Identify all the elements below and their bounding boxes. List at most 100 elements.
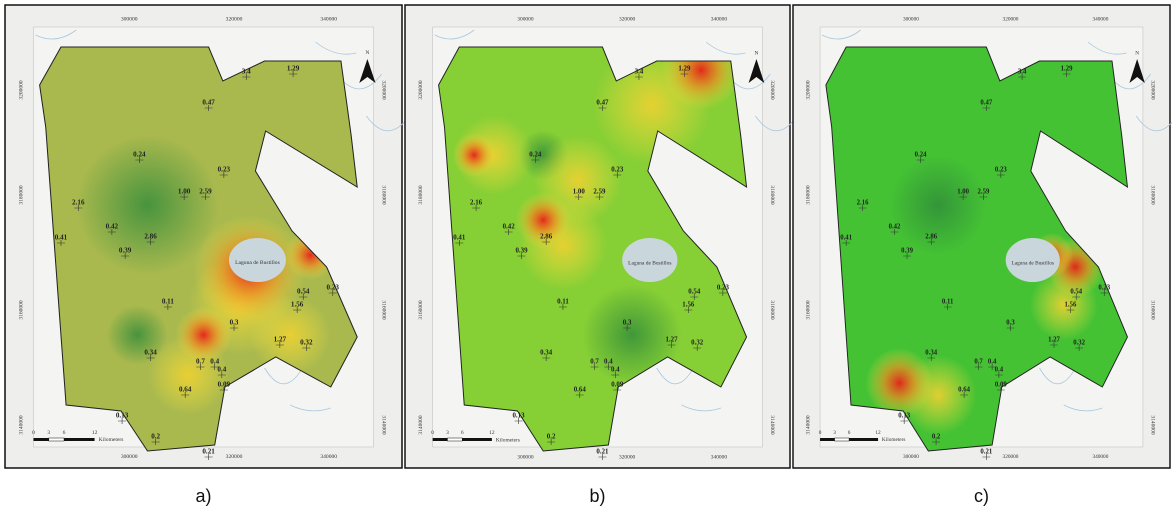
station-label: 0.24 (529, 151, 542, 159)
y-coord-left: 3200000 (19, 80, 25, 99)
scale-label: 12 (489, 430, 495, 436)
x-coord-bottom: 340000 (1092, 454, 1108, 460)
y-coord-right: 3160000 (769, 300, 775, 319)
station-label: 1.56 (1065, 302, 1077, 309)
scale-bar-segment (49, 438, 64, 441)
x-coord-bottom: 340000 (711, 454, 728, 460)
lake-label: Laguna de Bustillos (1012, 260, 1054, 266)
panel-label: c) (974, 486, 989, 506)
station-label: 0.23 (995, 167, 1007, 174)
station-label: 3.4 (1018, 69, 1027, 76)
station-label: 0.23 (611, 166, 624, 174)
station-label: 2.16 (857, 200, 869, 207)
y-coord-right: 3180000 (769, 185, 775, 204)
y-coord-left: 3160000 (19, 300, 25, 319)
station-label: 0.64 (179, 386, 192, 394)
station-label: 1.56 (291, 301, 304, 309)
figure: Laguna de Bustillos 3.4 1.29 0.47 0.24 0.23 2.… (0, 0, 1172, 512)
scale-bar-segment (835, 438, 850, 441)
scale-label: 6 (461, 430, 464, 436)
station-label: 0.47 (596, 99, 609, 107)
scale-label: 0 (819, 430, 822, 436)
station-label: 1.29 (287, 65, 300, 73)
y-coord-right: 3160000 (380, 300, 386, 319)
station-label: 0.3 (1006, 320, 1015, 327)
station-label: 0.47 (202, 99, 215, 107)
station-label: 0.23 (218, 166, 231, 174)
x-coord-top: 340000 (711, 16, 728, 22)
x-coord-top: 340000 (1092, 16, 1108, 22)
station-label: 0.09 (218, 381, 231, 389)
station-label: 3.4 (242, 68, 251, 76)
y-coord-right: 3180000 (1149, 185, 1155, 204)
station-label: 0.13 (116, 412, 129, 420)
scale-label: 6 (848, 430, 851, 436)
station-label: 0.4 (210, 358, 219, 366)
station-label: 1.00 (573, 188, 586, 196)
station-label: 0.21 (202, 448, 215, 456)
station-label: 0.39 (119, 247, 132, 255)
station-label: 0.13 (512, 412, 525, 420)
map-panel: Laguna de Bustillos3.41.290.470.240.232.… (793, 5, 1172, 468)
station-label: 0.42 (889, 224, 901, 231)
station-label: 0.4 (604, 358, 613, 366)
station-label: 0.4 (988, 359, 997, 366)
station-label: 1.00 (957, 189, 969, 196)
station-label: 1.00 (178, 188, 191, 196)
station-label: 0.32 (300, 339, 313, 347)
station-label: 0.2 (151, 433, 160, 441)
station-label: 1.29 (1061, 66, 1073, 73)
station-label: 0.54 (297, 288, 310, 296)
station-label: 0.41 (840, 235, 852, 242)
y-coord-right: 3180000 (380, 185, 386, 204)
station-label: 1.29 (678, 65, 691, 73)
scale-label: 0 (32, 430, 35, 436)
y-coord-right: 3140000 (380, 415, 386, 434)
y-coord-left: 3180000 (19, 185, 25, 204)
high-zone (175, 307, 232, 363)
station-label: 0.34 (925, 350, 937, 357)
y-coord-left: 3180000 (418, 185, 424, 204)
x-coord-bottom: 340000 (320, 454, 337, 460)
station-label: 0.42 (503, 223, 516, 231)
y-coord-right: 3200000 (1149, 80, 1155, 99)
x-coord-bottom: 300000 (121, 454, 138, 460)
station-label: 0.3 (623, 319, 632, 327)
station-label: 0.2 (932, 434, 941, 441)
y-coord-left: 3140000 (806, 415, 812, 434)
x-coord-bottom: 300000 (517, 454, 534, 460)
x-coord-top: 340000 (320, 16, 337, 22)
y-coord-right: 3140000 (1149, 415, 1155, 434)
station-label: 0.34 (540, 349, 553, 357)
scale-label: 12 (92, 430, 98, 436)
station-label: 0.32 (691, 339, 704, 347)
station-label: 0.54 (688, 288, 701, 296)
station-label: 0.54 (1070, 289, 1082, 296)
y-coord-left: 3200000 (418, 80, 424, 99)
station-label: 1.27 (666, 336, 679, 344)
station-label: 2.86 (540, 233, 553, 241)
map-panel: Laguna de Bustillos3.41.290.470.240.232.… (5, 5, 407, 468)
station-label: 2.16 (72, 199, 85, 207)
station-label: 0.39 (901, 248, 913, 255)
station-label: 0.23 (327, 284, 340, 292)
x-coord-bottom: 320000 (1003, 454, 1019, 460)
station-label: 0.11 (557, 298, 569, 306)
station-label: 0.7 (974, 359, 983, 366)
station-label: 0.7 (590, 358, 599, 366)
x-coord-top: 300000 (121, 16, 138, 22)
x-coord-top: 300000 (903, 16, 919, 22)
lake-label: Laguna de Bustillos (235, 260, 280, 266)
scale-unit: Kilometers (496, 437, 520, 443)
x-coord-top: 320000 (619, 16, 636, 22)
y-coord-right: 3140000 (769, 415, 775, 434)
scale-label: 0 (431, 430, 434, 436)
low-zone (890, 155, 987, 255)
x-coord-bottom: 320000 (226, 454, 243, 460)
station-label: 0.39 (515, 247, 528, 255)
station-label: 1.27 (1048, 337, 1060, 344)
station-label: 0.4 (995, 367, 1004, 374)
y-coord-right: 3160000 (1149, 300, 1155, 319)
station-label: 3.4 (635, 68, 644, 76)
station-label: 1.56 (682, 301, 695, 309)
